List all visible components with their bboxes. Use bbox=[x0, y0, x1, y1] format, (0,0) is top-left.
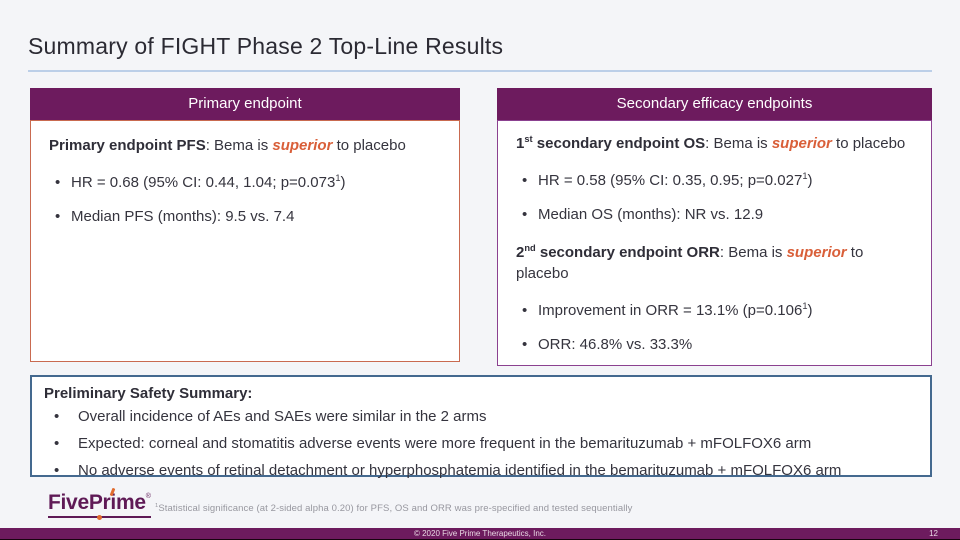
bullet-superscript: 1 bbox=[802, 301, 808, 311]
secondary-orr-bullet-list: Improvement in ORR = 13.1% (p=0.1061) OR… bbox=[516, 300, 913, 355]
logo-dot-icon bbox=[97, 515, 103, 520]
primary-panel-header: Primary endpoint bbox=[30, 88, 460, 120]
primary-bullet-list: HR = 0.68 (95% CI: 0.44, 1.04; p=0.0731)… bbox=[49, 172, 441, 227]
primary-lead-highlight: superior bbox=[272, 137, 333, 154]
fiveprime-logo-wordmark: FivePri me® bbox=[48, 487, 151, 520]
title-divider bbox=[28, 70, 932, 72]
copyright-text: © 2020 Five Prime Therapeutics, Inc. bbox=[413, 529, 547, 538]
logo-letter-i: i bbox=[110, 487, 116, 514]
primary-lead-bold: Primary endpoint PFS bbox=[49, 137, 206, 154]
bullet-text: Median PFS (months): 9.5 vs. 7.4 bbox=[71, 208, 295, 225]
footnote: 1Statistical significance (at 2-sided al… bbox=[155, 503, 632, 514]
lead-mid: : Bema is bbox=[705, 135, 772, 152]
bullet-text: Improvement in ORR = 13.1% (p=0.106 bbox=[538, 302, 803, 319]
secondary-lead-orr-bold: 2nd secondary endpoint ORR bbox=[516, 243, 720, 261]
bullet-item: ORR: 46.8% vs. 33.3% bbox=[516, 334, 913, 355]
safety-summary-box: Preliminary Safety Summary: Overall inci… bbox=[30, 375, 932, 481]
ordinal-suffix: nd bbox=[524, 243, 536, 253]
safety-bullet-item: Expected: corneal and stomatitis adverse… bbox=[44, 434, 918, 454]
bullet-item: Improvement in ORR = 13.1% (p=0.1061) bbox=[516, 300, 913, 321]
secondary-lead-os: 1st secondary endpoint OS: Bema is super… bbox=[516, 133, 913, 154]
bullet-text: HR = 0.68 (95% CI: 0.44, 1.04; p=0.073 bbox=[71, 174, 336, 191]
bullet-text: HR = 0.58 (95% CI: 0.35, 0.95; p=0.027 bbox=[538, 172, 803, 189]
bullet-item: Median PFS (months): 9.5 vs. 7.4 bbox=[49, 206, 441, 227]
bullet-text: ORR: 46.8% vs. 33.3% bbox=[538, 336, 693, 353]
bullet-text-end: ) bbox=[340, 174, 346, 191]
bullet-item: Median OS (months): NR vs. 12.9 bbox=[516, 204, 913, 225]
primary-panel-body: Primary endpoint PFS: Bema is superior t… bbox=[30, 120, 460, 362]
secondary-endpoints-panel: Secondary efficacy endpoints 1st seconda… bbox=[497, 88, 932, 366]
secondary-panel-body: 1st secondary endpoint OS: Bema is super… bbox=[497, 120, 932, 366]
lead-mid: : Bema is bbox=[719, 244, 787, 261]
secondary-lead-os-bold: 1st secondary endpoint OS bbox=[516, 134, 706, 152]
logo-text: i bbox=[110, 491, 116, 514]
bottom-bar: © 2020 Five Prime Therapeutics, Inc. 12 bbox=[0, 528, 960, 540]
ordinal-number: 2 bbox=[516, 244, 525, 261]
lead-bold-text: secondary endpoint ORR bbox=[535, 244, 720, 261]
bullet-text-end: ) bbox=[807, 302, 813, 319]
primary-lead: Primary endpoint PFS: Bema is superior t… bbox=[49, 135, 441, 156]
bullet-text-end: ) bbox=[807, 172, 813, 189]
primary-lead-mid: : Bema is bbox=[205, 137, 273, 154]
safety-bullet-list: Overall incidence of AEs and SAEs were s… bbox=[44, 407, 918, 481]
lead-highlight: superior bbox=[786, 244, 847, 261]
bullet-superscript: 1 bbox=[335, 173, 341, 183]
registered-trademark-symbol: ® bbox=[145, 493, 151, 500]
safety-bullet-item: No adverse events of retinal detachment … bbox=[44, 461, 918, 481]
bullet-text: Median OS (months): NR vs. 12.9 bbox=[538, 206, 764, 223]
secondary-lead-orr: 2nd secondary endpoint ORR: Bema is supe… bbox=[516, 242, 913, 284]
footnote-text: Statistical significance (at 2-sided alp… bbox=[158, 503, 633, 514]
page-title: Summary of FIGHT Phase 2 Top-Line Result… bbox=[28, 33, 504, 59]
logo-text: FivePr bbox=[48, 491, 111, 514]
page-number: 12 bbox=[929, 529, 938, 538]
bullet-item: HR = 0.68 (95% CI: 0.44, 1.04; p=0.0731) bbox=[49, 172, 441, 193]
ordinal-number: 1 bbox=[516, 135, 525, 152]
primary-lead-end: to placebo bbox=[332, 137, 406, 154]
footnote-superscript: 1 bbox=[155, 502, 159, 509]
bullet-superscript: 1 bbox=[802, 171, 808, 181]
safety-summary-title: Preliminary Safety Summary: bbox=[44, 385, 253, 402]
lead-end: to placebo bbox=[516, 244, 864, 282]
logo-text: me bbox=[115, 491, 146, 514]
secondary-panel-header: Secondary efficacy endpoints bbox=[497, 88, 932, 120]
lead-end: to placebo bbox=[831, 135, 906, 152]
secondary-os-bullet-list: HR = 0.58 (95% CI: 0.35, 0.95; p=0.0271)… bbox=[516, 170, 913, 225]
lead-bold-text: secondary endpoint OS bbox=[532, 135, 706, 152]
fiveprime-logo: FivePri me® bbox=[48, 487, 151, 520]
safety-bullet-item: Overall incidence of AEs and SAEs were s… bbox=[44, 407, 918, 427]
lead-highlight: superior bbox=[771, 135, 832, 152]
ordinal-suffix: st bbox=[524, 134, 533, 144]
bullet-item: HR = 0.58 (95% CI: 0.35, 0.95; p=0.0271) bbox=[516, 170, 913, 191]
primary-endpoint-panel: Primary endpoint Primary endpoint PFS: B… bbox=[30, 88, 460, 362]
